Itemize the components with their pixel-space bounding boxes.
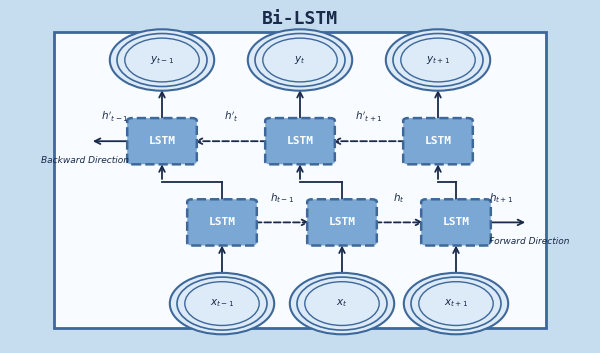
Text: LSTM: LSTM	[149, 136, 176, 146]
FancyBboxPatch shape	[187, 199, 257, 246]
Text: $h_t$: $h_t$	[393, 191, 405, 205]
Circle shape	[255, 34, 345, 86]
Circle shape	[305, 282, 379, 325]
Text: $h_{t-1}$: $h_{t-1}$	[270, 191, 294, 205]
Text: Backward Direction: Backward Direction	[41, 156, 129, 165]
Text: LSTM: LSTM	[209, 217, 235, 227]
Circle shape	[263, 38, 337, 82]
Circle shape	[170, 273, 274, 334]
Text: LSTM: LSTM	[443, 217, 470, 227]
FancyBboxPatch shape	[307, 199, 377, 246]
Circle shape	[393, 34, 483, 86]
Circle shape	[117, 34, 207, 86]
Text: LSTM: LSTM	[425, 136, 452, 146]
FancyBboxPatch shape	[265, 118, 335, 164]
Text: $y_{t-1}$: $y_{t-1}$	[150, 54, 174, 66]
FancyBboxPatch shape	[54, 32, 546, 328]
Text: $x_t$: $x_t$	[336, 298, 348, 310]
Circle shape	[125, 38, 199, 82]
Text: $h'_t$: $h'_t$	[224, 109, 238, 124]
Circle shape	[404, 273, 508, 334]
Text: LSTM: LSTM	[329, 217, 355, 227]
Text: $x_{t-1}$: $x_{t-1}$	[210, 298, 234, 310]
Circle shape	[411, 277, 501, 330]
FancyBboxPatch shape	[421, 199, 491, 246]
Text: Bi-LSTM: Bi-LSTM	[262, 10, 338, 28]
Circle shape	[248, 29, 352, 91]
Circle shape	[110, 29, 214, 91]
Circle shape	[386, 29, 490, 91]
Text: $y_{t+1}$: $y_{t+1}$	[426, 54, 450, 66]
FancyBboxPatch shape	[403, 118, 473, 164]
Circle shape	[419, 282, 493, 325]
Text: $h'_{t-1}$: $h'_{t-1}$	[101, 109, 129, 124]
FancyBboxPatch shape	[127, 118, 197, 164]
Circle shape	[401, 38, 475, 82]
Circle shape	[290, 273, 394, 334]
Circle shape	[177, 277, 267, 330]
Text: $h_{t+1}$: $h_{t+1}$	[489, 191, 514, 205]
Text: LSTM: LSTM	[287, 136, 314, 146]
Text: $h'_{t+1}$: $h'_{t+1}$	[355, 109, 383, 124]
Circle shape	[185, 282, 259, 325]
Text: $y_t$: $y_t$	[294, 54, 306, 66]
Text: $x_{t+1}$: $x_{t+1}$	[444, 298, 468, 310]
Text: Forward Direction: Forward Direction	[489, 237, 569, 246]
Circle shape	[297, 277, 387, 330]
